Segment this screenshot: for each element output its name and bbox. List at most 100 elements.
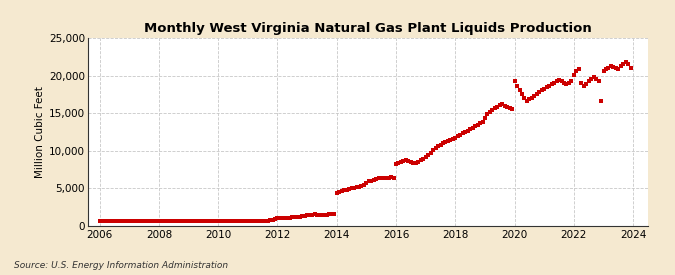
- Point: [430, 145, 441, 150]
- Point: [272, 216, 283, 221]
- Title: Monthly West Virginia Natural Gas Plant Liquids Production: Monthly West Virginia Natural Gas Plant …: [144, 21, 592, 35]
- Point: [460, 130, 470, 134]
- Point: [440, 139, 451, 144]
- Point: [406, 160, 416, 164]
- Point: [321, 213, 332, 217]
- Point: [497, 102, 508, 106]
- Point: [435, 142, 446, 147]
- Point: [479, 116, 490, 120]
- Point: [425, 151, 436, 155]
- Point: [111, 219, 122, 223]
- Point: [306, 213, 317, 217]
- Point: [257, 218, 268, 223]
- Point: [269, 217, 280, 221]
- Text: Source: U.S. Energy Information Administration: Source: U.S. Energy Information Administ…: [14, 260, 227, 270]
- Point: [309, 212, 320, 216]
- Point: [625, 65, 636, 70]
- Point: [554, 78, 564, 82]
- Point: [616, 64, 626, 68]
- Point: [613, 67, 624, 72]
- Point: [467, 125, 478, 130]
- Point: [317, 213, 327, 218]
- Point: [277, 216, 288, 220]
- Point: [537, 88, 547, 92]
- Point: [262, 218, 273, 223]
- Point: [196, 219, 207, 223]
- Point: [595, 98, 606, 103]
- Point: [373, 176, 384, 181]
- Point: [403, 159, 414, 163]
- Point: [136, 219, 147, 223]
- Point: [190, 219, 201, 224]
- Point: [514, 88, 525, 92]
- Point: [448, 137, 458, 142]
- Point: [475, 121, 485, 125]
- Point: [223, 219, 234, 223]
- Point: [331, 190, 342, 195]
- Point: [437, 141, 448, 145]
- Point: [561, 82, 572, 86]
- Point: [391, 162, 402, 166]
- Point: [492, 104, 503, 109]
- Point: [623, 62, 634, 66]
- Point: [166, 219, 177, 224]
- Point: [299, 214, 310, 218]
- Point: [203, 219, 214, 223]
- Point: [275, 216, 286, 221]
- Point: [470, 124, 481, 128]
- Point: [504, 106, 515, 110]
- Point: [566, 79, 577, 83]
- Point: [344, 187, 354, 191]
- Point: [589, 75, 599, 79]
- Point: [620, 59, 631, 64]
- Point: [408, 161, 418, 165]
- Point: [556, 79, 567, 83]
- Point: [472, 122, 483, 127]
- Point: [445, 138, 456, 142]
- Point: [522, 99, 533, 103]
- Point: [97, 219, 107, 223]
- Point: [198, 219, 209, 223]
- Point: [205, 219, 216, 224]
- Point: [159, 219, 169, 223]
- Point: [336, 189, 347, 193]
- Point: [354, 185, 364, 189]
- Point: [168, 219, 179, 224]
- Point: [428, 148, 439, 152]
- Point: [250, 219, 261, 223]
- Point: [247, 219, 258, 223]
- Point: [200, 219, 211, 223]
- Point: [502, 104, 512, 109]
- Point: [500, 104, 510, 108]
- Point: [339, 188, 350, 192]
- Point: [302, 213, 313, 218]
- Point: [586, 77, 597, 81]
- Point: [294, 214, 305, 219]
- Point: [176, 219, 186, 223]
- Point: [608, 65, 619, 69]
- Point: [618, 62, 628, 66]
- Point: [507, 107, 518, 111]
- Point: [400, 158, 411, 163]
- Point: [452, 134, 463, 139]
- Point: [369, 178, 379, 182]
- Point: [252, 219, 263, 223]
- Point: [458, 131, 468, 136]
- Point: [109, 219, 120, 223]
- Point: [267, 218, 278, 222]
- Point: [383, 175, 394, 180]
- Point: [254, 219, 265, 223]
- Point: [603, 65, 614, 70]
- Point: [279, 216, 290, 220]
- Point: [571, 69, 582, 74]
- Point: [242, 219, 253, 223]
- Point: [519, 95, 530, 100]
- Point: [346, 186, 357, 190]
- Point: [146, 219, 157, 223]
- Point: [188, 219, 199, 223]
- Point: [385, 175, 396, 179]
- Point: [156, 219, 167, 223]
- Point: [512, 84, 522, 89]
- Point: [173, 219, 184, 223]
- Point: [163, 219, 174, 223]
